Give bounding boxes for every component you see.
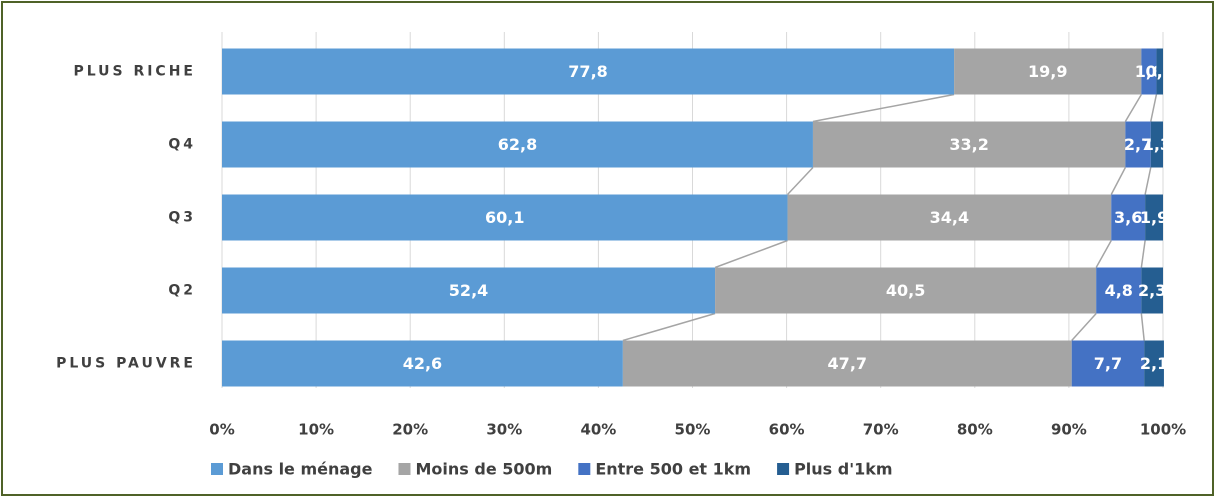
category-label: Q3	[168, 210, 196, 226]
value-label: 40,5	[886, 281, 925, 300]
x-tick-label: 50%	[675, 421, 711, 439]
bar-segment	[715, 267, 1097, 314]
bar-segment	[1141, 48, 1157, 95]
series-line	[1140, 313, 1145, 341]
legend-swatch	[578, 463, 591, 475]
legend-swatch	[211, 463, 223, 475]
bar-segment	[1125, 121, 1151, 168]
series-line	[622, 312, 716, 342]
series-line	[1150, 94, 1158, 122]
x-tick-label: 30%	[486, 421, 522, 439]
bar-segment	[1156, 48, 1163, 95]
bar-segment	[787, 194, 1112, 241]
value-label: 2,1	[1140, 354, 1168, 373]
value-label: 3,6	[1114, 208, 1142, 227]
value-label: 42,6	[403, 354, 442, 373]
value-label: 2,3	[1138, 281, 1166, 300]
category-label: Q2	[168, 283, 196, 299]
value-label: 1,6	[1135, 62, 1163, 81]
series-line	[1110, 167, 1127, 195]
value-label: 77,8	[568, 62, 607, 81]
bar-segment	[222, 340, 623, 387]
x-tick-label: 40%	[580, 421, 616, 439]
series-line	[812, 93, 955, 123]
x-tick-label: 10%	[298, 421, 334, 439]
category-label: PLUS RICHE	[73, 64, 196, 80]
series-line	[1140, 240, 1146, 268]
x-tick-label: 20%	[392, 421, 428, 439]
series-line	[1124, 94, 1143, 122]
bar-segment	[222, 121, 813, 168]
bar-segment	[1096, 267, 1142, 314]
legend-label: Plus d'1km	[794, 460, 893, 479]
legend-label: Entre 500 et 1km	[595, 460, 751, 479]
category-label: PLUS PAUVRE	[56, 356, 196, 372]
legend-swatch	[777, 463, 790, 475]
bar-segment	[1111, 194, 1146, 241]
category-label: Q4	[168, 137, 196, 153]
bar-segment	[1145, 194, 1163, 241]
bar-segment	[622, 340, 1072, 387]
bar-segment	[1071, 340, 1145, 387]
series-line	[1095, 240, 1112, 268]
value-label: 60,1	[485, 208, 524, 227]
series-line	[786, 166, 814, 196]
series-line	[714, 239, 788, 269]
series-line	[1144, 167, 1152, 195]
value-label: 33,2	[949, 135, 988, 154]
x-tick-label: 80%	[957, 421, 993, 439]
value-label: 0,7	[1146, 62, 1174, 81]
bar-segment	[812, 121, 1126, 168]
value-label: 19,9	[1028, 62, 1067, 81]
bar-segment	[1150, 121, 1163, 168]
x-tick-label: 0%	[209, 421, 234, 439]
legend-label: Moins de 500m	[415, 460, 552, 479]
series-line	[1071, 312, 1097, 342]
bar-segment	[222, 194, 788, 241]
bar-segment	[222, 48, 955, 95]
bar-segment	[222, 267, 716, 314]
value-label: 2,7	[1124, 135, 1152, 154]
x-tick-label: 70%	[863, 421, 899, 439]
value-label: 1,3	[1143, 135, 1171, 154]
bar-segment	[1141, 267, 1163, 314]
value-label: 4,8	[1105, 281, 1133, 300]
legend-swatch	[398, 463, 411, 475]
x-tick-label: 100%	[1140, 421, 1186, 439]
bar-segment	[1144, 340, 1164, 387]
value-label: 52,4	[449, 281, 488, 300]
x-tick-label: 60%	[769, 421, 805, 439]
value-label: 34,4	[930, 208, 969, 227]
value-label: 7,7	[1094, 354, 1122, 373]
bar-segment	[954, 48, 1142, 95]
legend-label: Dans le ménage	[228, 460, 373, 479]
value-label: 62,8	[498, 135, 537, 154]
value-label: 1,9	[1140, 208, 1168, 227]
value-label: 47,7	[828, 354, 867, 373]
x-tick-label: 90%	[1051, 421, 1087, 439]
